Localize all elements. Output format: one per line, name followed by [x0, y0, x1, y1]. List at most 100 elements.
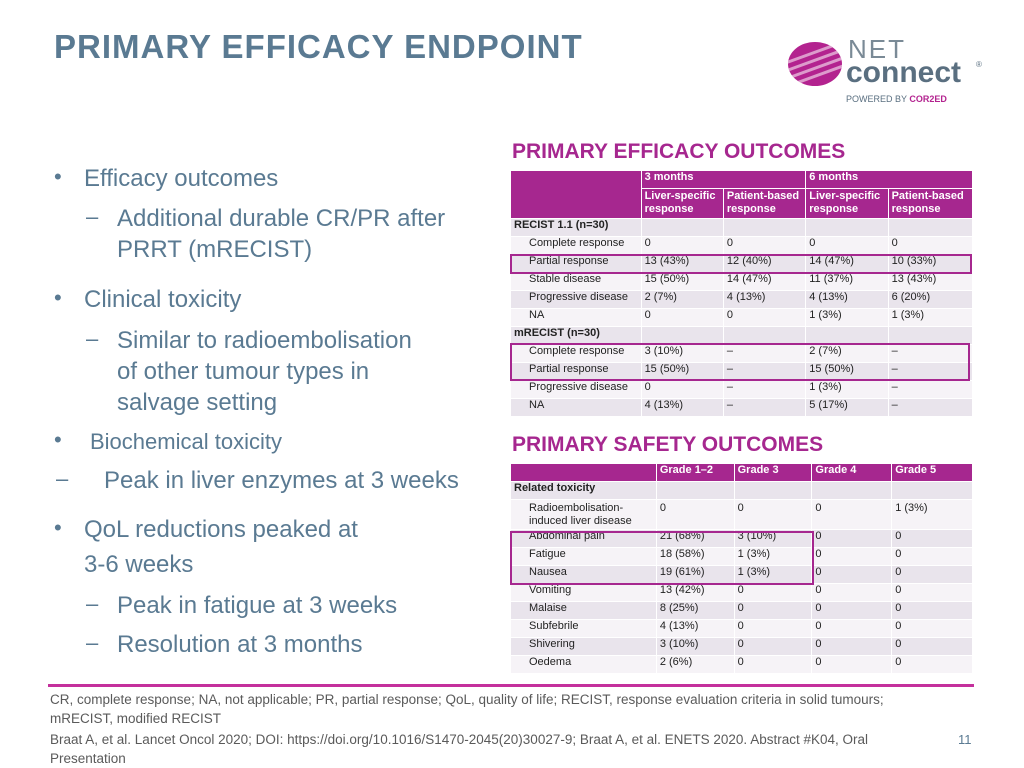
- table-cell: 0: [891, 547, 973, 566]
- row-label: Complete response: [510, 344, 642, 363]
- table-cell: 4 (13%): [722, 290, 807, 309]
- table-cell: 2 (7%): [640, 290, 724, 309]
- table-cell: 0: [891, 601, 973, 620]
- logo-powered-by: POWERED BY COR2ED: [846, 94, 947, 104]
- table-cell: 6 (20%): [887, 290, 974, 309]
- header-3-months: 3 months: [640, 170, 807, 189]
- bullet-dash-icon: –: [86, 591, 99, 616]
- bullet-dot-icon: •: [54, 515, 62, 540]
- table-cell: 4 (13%): [655, 619, 735, 638]
- bullet-text: Clinical toxicity: [84, 286, 242, 313]
- header-cell: [510, 463, 657, 482]
- section-label: mRECIST (n=30): [510, 326, 642, 345]
- table-cell: 11 (37%): [805, 272, 889, 291]
- row-label: Complete response: [510, 236, 642, 255]
- table-cell: 0: [811, 655, 893, 674]
- table-row: Radioembolisation-induced liver disease 0…: [510, 499, 973, 530]
- header-cell: Grade 1–2: [655, 463, 735, 482]
- table-cell: 10 (33%): [887, 254, 974, 273]
- table-section-row: Related toxicity: [510, 481, 973, 500]
- table-cell: 0: [811, 565, 893, 584]
- table-cell: 0: [733, 655, 813, 674]
- logo-net: NET: [848, 34, 906, 64]
- table-cell: 0: [722, 236, 807, 255]
- footnote-abbreviations: CR, complete response; NA, not applicabl…: [50, 692, 884, 726]
- table-cell: 0: [811, 601, 893, 620]
- bullet-text: Biochemical toxicity: [90, 429, 282, 454]
- table-row: NA 4 (13%) –5 (17%) –: [510, 398, 974, 417]
- bullet-dash-icon: –: [86, 204, 99, 229]
- header-6-months: 6 months: [805, 170, 973, 189]
- row-label: Subfebrile: [510, 619, 657, 638]
- table-cell: 1 (3%): [891, 499, 973, 530]
- table-row: Complete response 3 (10%) –2 (7%) –: [510, 344, 974, 363]
- row-label: Partial response: [510, 362, 642, 381]
- table-cell: 13 (43%): [887, 272, 974, 291]
- table-cell: 0: [733, 499, 813, 530]
- row-label: Progressive disease: [510, 380, 642, 399]
- header-sub-cell: Patient-based response: [722, 188, 807, 219]
- table-cell: 0: [640, 236, 724, 255]
- table-cell: 14 (47%): [805, 254, 889, 273]
- table-row: Partial response 13 (43%) 12 (40%) 14 (47%)…: [510, 254, 974, 273]
- row-label: Malaise: [510, 601, 657, 620]
- table-cell: 0: [722, 308, 807, 327]
- bullet-text: QoL reductions peaked at: [84, 516, 358, 543]
- row-label: NA: [510, 398, 642, 417]
- table-cell: 0: [887, 236, 974, 255]
- table-cell: 3 (10%): [733, 529, 813, 548]
- table-cell: 4 (13%): [805, 290, 889, 309]
- bullet-dash-icon: –: [86, 326, 99, 351]
- row-label: Fatigue: [510, 547, 657, 566]
- table-cell: 2 (7%): [805, 344, 889, 363]
- bullet-text: of other tumour types in: [117, 358, 370, 385]
- header-sub-cell: Liver-specific response: [640, 188, 724, 219]
- bullet-text: Additional durable CR/PR after: [117, 205, 446, 232]
- safety-title: PRIMARY SAFETY OUTCOMES: [512, 433, 824, 456]
- row-label: Nausea: [510, 565, 657, 584]
- table-cell: 19 (61%): [655, 565, 735, 584]
- table-cell: 14 (47%): [722, 272, 807, 291]
- table-cell: 0: [805, 236, 889, 255]
- netconnect-logo: NET connect ® POWERED BY COR2ED: [788, 34, 988, 114]
- bullet-dot-icon: •: [54, 427, 62, 452]
- table-row: Vomiting 13 (42%) 0 0 0: [510, 583, 973, 602]
- table-row: Malaise 8 (25%) 0 0 0: [510, 601, 973, 620]
- table-section-row: RECIST 1.1 (n=30): [510, 218, 974, 237]
- table-cell: 0: [640, 308, 724, 327]
- table-row: Fatigue 18 (58%) 1 (3%) 0 0: [510, 547, 973, 566]
- table-cell: 0: [891, 637, 973, 656]
- table-row: Shivering 3 (10%) 0 0 0: [510, 637, 973, 656]
- table-cell: 3 (10%): [655, 637, 735, 656]
- table-row: Oedema 2 (6%) 0 0 0: [510, 655, 973, 674]
- table-cell: 15 (50%): [640, 272, 724, 291]
- table-cell: 1 (3%): [887, 308, 974, 327]
- table-cell: 1 (3%): [805, 308, 889, 327]
- table-row: Complete response 0 0 0 0: [510, 236, 974, 255]
- row-label: NA: [510, 308, 642, 327]
- bullet-text: 3-6 weeks: [84, 551, 194, 578]
- table-cell: –: [722, 398, 807, 417]
- table-cell: –: [887, 344, 974, 363]
- bullet-text: Similar to radioembolisation: [117, 327, 412, 354]
- table-cell: 0: [891, 655, 973, 674]
- table-cell: 0: [811, 583, 893, 602]
- logo-registered: ®: [976, 60, 982, 69]
- table-cell: 0: [733, 583, 813, 602]
- bullet-text: salvage setting: [117, 389, 278, 416]
- table-cell: 0: [891, 529, 973, 548]
- bullet-dot-icon: •: [54, 164, 62, 189]
- header-cell: Grade 4: [811, 463, 893, 482]
- table-cell: 12 (40%): [722, 254, 807, 273]
- table-row: Progressive disease 2 (7%) 4 (13%) 4 (13%) 6…: [510, 290, 974, 309]
- table-cell: 0: [811, 529, 893, 548]
- bullet-text: PRRT (mRECIST): [117, 236, 313, 263]
- table-cell: 0: [733, 619, 813, 638]
- section-label: Related toxicity: [510, 481, 657, 500]
- table-cell: 1 (3%): [733, 565, 813, 584]
- header-cell: Grade 3: [733, 463, 813, 482]
- table-cell: –: [887, 398, 974, 417]
- table-cell: 0: [891, 619, 973, 638]
- bullet-text: Peak in fatigue at 3 weeks: [117, 592, 398, 619]
- table-cell: 13 (43%): [640, 254, 724, 273]
